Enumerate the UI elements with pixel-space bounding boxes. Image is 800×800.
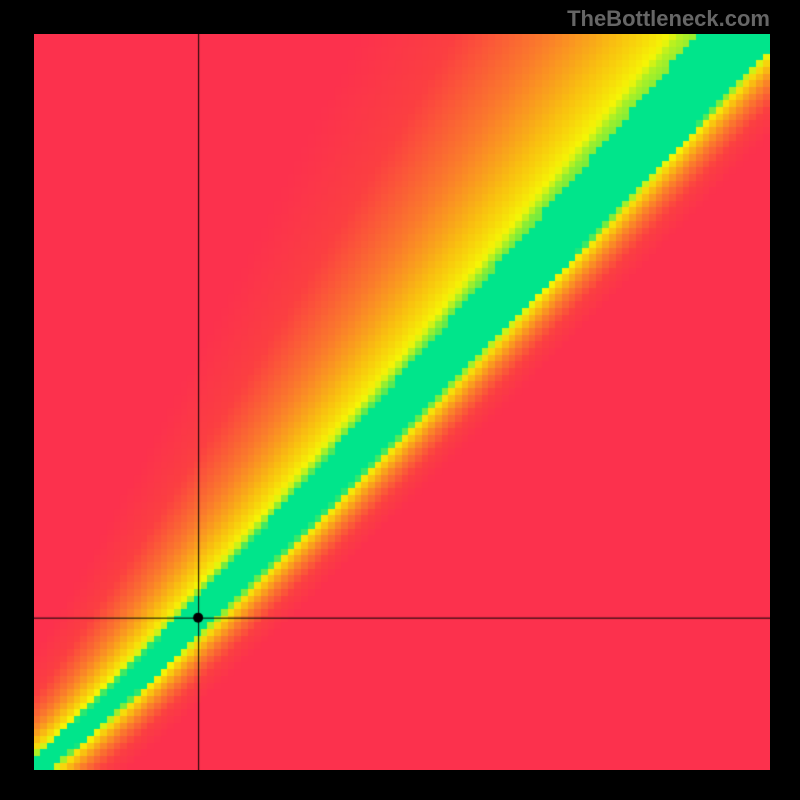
bottleneck-heatmap [34,34,770,770]
watermark-text: TheBottleneck.com [567,6,770,32]
heatmap-canvas [34,34,770,770]
